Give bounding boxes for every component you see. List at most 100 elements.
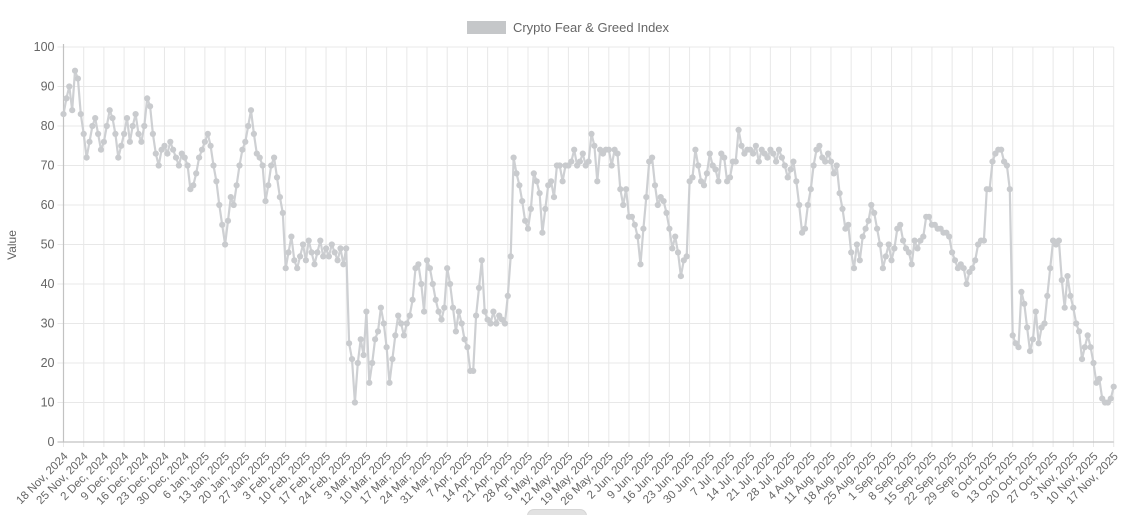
data-point[interactable] xyxy=(334,257,341,264)
data-point[interactable] xyxy=(147,103,154,110)
data-point[interactable] xyxy=(568,158,575,165)
data-point[interactable] xyxy=(539,229,546,236)
data-point[interactable] xyxy=(1041,320,1048,327)
data-point[interactable] xyxy=(972,257,979,264)
data-point[interactable] xyxy=(989,158,996,165)
data-point[interactable] xyxy=(222,241,229,248)
data-point[interactable] xyxy=(239,146,246,153)
data-point[interactable] xyxy=(207,142,214,149)
data-point[interactable] xyxy=(914,245,921,252)
data-point[interactable] xyxy=(1044,292,1051,299)
data-point[interactable] xyxy=(1078,356,1086,363)
data-point[interactable] xyxy=(380,320,387,327)
data-point[interactable] xyxy=(89,122,96,130)
data-point[interactable] xyxy=(458,320,465,327)
data-point[interactable] xyxy=(946,233,953,240)
data-point[interactable] xyxy=(556,162,563,169)
data-point[interactable] xyxy=(475,284,483,291)
data-point[interactable] xyxy=(507,253,514,260)
data-point[interactable] xyxy=(585,158,592,165)
data-point[interactable] xyxy=(97,146,105,153)
data-point[interactable] xyxy=(660,198,667,205)
data-point[interactable] xyxy=(83,154,90,161)
data-point[interactable] xyxy=(63,95,70,102)
data-point[interactable] xyxy=(210,162,217,169)
data-point[interactable] xyxy=(406,312,413,319)
data-point[interactable] xyxy=(628,213,636,220)
data-point[interactable] xyxy=(377,304,384,311)
data-point[interactable] xyxy=(421,308,428,315)
data-point[interactable] xyxy=(452,328,459,335)
data-point[interactable] xyxy=(490,308,497,315)
data-point[interactable] xyxy=(161,142,168,149)
data-point[interactable] xyxy=(369,359,376,367)
data-point[interactable] xyxy=(1070,304,1077,311)
data-point[interactable] xyxy=(323,245,330,252)
data-point[interactable] xyxy=(591,142,598,149)
data-point[interactable] xyxy=(775,146,783,153)
data-point[interactable] xyxy=(1084,332,1091,339)
data-point[interactable] xyxy=(219,221,226,228)
data-point[interactable] xyxy=(504,292,511,299)
data-point[interactable] xyxy=(247,107,255,114)
data-point[interactable] xyxy=(138,138,145,145)
data-point[interactable] xyxy=(170,146,177,153)
data-point[interactable] xyxy=(118,142,125,149)
data-point[interactable] xyxy=(487,320,494,327)
data-point[interactable] xyxy=(663,209,670,216)
data-point[interactable] xyxy=(80,130,87,137)
data-point[interactable] xyxy=(308,249,315,256)
data-point[interactable] xyxy=(510,154,517,161)
data-point[interactable] xyxy=(77,111,84,118)
data-point[interactable] xyxy=(279,209,286,216)
data-point[interactable] xyxy=(181,154,188,161)
data-point[interactable] xyxy=(882,253,889,260)
data-point[interactable] xyxy=(265,182,272,189)
data-point[interactable] xyxy=(100,138,107,145)
data-point[interactable] xyxy=(845,221,852,228)
data-point[interactable] xyxy=(969,265,976,272)
data-point[interactable] xyxy=(516,182,523,189)
data-point[interactable] xyxy=(403,320,410,327)
data-point[interactable] xyxy=(651,182,659,189)
data-point[interactable] xyxy=(155,162,162,169)
data-point[interactable] xyxy=(325,253,332,260)
data-point[interactable] xyxy=(839,205,846,212)
data-point[interactable] xyxy=(285,249,292,256)
data-point[interactable] xyxy=(190,182,197,189)
data-point[interactable] xyxy=(262,198,269,205)
data-point[interactable] xyxy=(374,328,382,335)
data-point[interactable] xyxy=(542,205,549,212)
data-point[interactable] xyxy=(579,150,586,157)
data-point[interactable] xyxy=(129,122,136,130)
data-point[interactable] xyxy=(357,336,364,343)
data-point[interactable] xyxy=(320,253,327,260)
data-point[interactable] xyxy=(920,233,927,240)
clipped-bottom-control[interactable] xyxy=(527,509,587,515)
data-point[interactable] xyxy=(669,245,676,252)
data-point[interactable] xyxy=(1073,320,1080,327)
data-point[interactable] xyxy=(438,316,445,323)
data-point[interactable] xyxy=(721,154,728,161)
data-point[interactable] xyxy=(245,122,252,130)
legend-item-fear-greed[interactable]: Crypto Fear & Greed Index xyxy=(0,21,1136,34)
data-point[interactable] xyxy=(423,257,431,264)
data-point[interactable] xyxy=(224,217,232,224)
data-point[interactable] xyxy=(692,146,699,153)
data-point[interactable] xyxy=(398,320,405,327)
data-point[interactable] xyxy=(386,379,393,386)
data-point[interactable] xyxy=(299,241,307,248)
data-point[interactable] xyxy=(816,142,823,149)
data-point[interactable] xyxy=(900,237,907,244)
data-point[interactable] xyxy=(963,280,970,288)
data-point[interactable] xyxy=(297,253,304,260)
data-point[interactable] xyxy=(501,320,508,327)
data-point[interactable] xyxy=(392,332,399,339)
data-point[interactable] xyxy=(149,130,156,137)
data-point[interactable] xyxy=(874,225,881,232)
data-point[interactable] xyxy=(738,142,745,149)
data-point[interactable] xyxy=(908,261,915,268)
data-point[interactable] xyxy=(109,115,116,122)
data-point[interactable] xyxy=(95,130,102,137)
data-point[interactable] xyxy=(395,312,402,319)
